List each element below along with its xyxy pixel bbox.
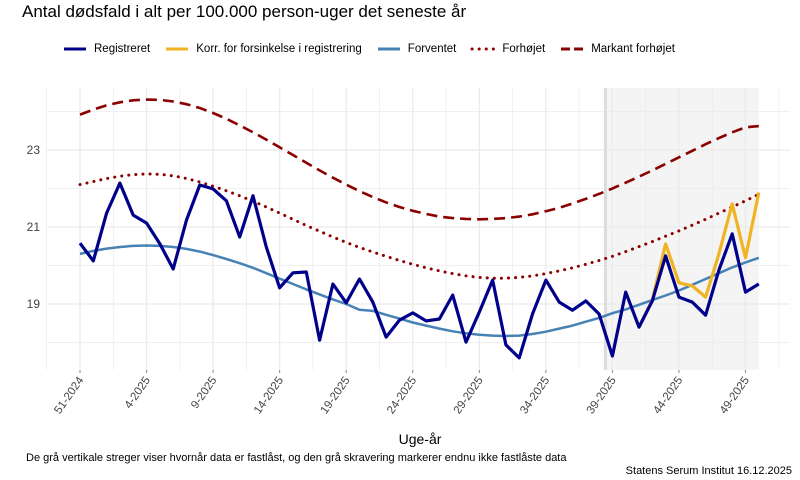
unlocked-shading bbox=[605, 88, 759, 370]
x-tick-label: 34-2025 bbox=[518, 375, 552, 416]
legend-label: Forventet bbox=[407, 43, 457, 55]
x-tick-label: 39-2025 bbox=[585, 375, 619, 416]
legend-key bbox=[64, 47, 86, 51]
legend-key bbox=[561, 47, 584, 51]
legend-item: Forventet bbox=[376, 43, 457, 55]
legend-item: Korr. for forsinkelse i registrering bbox=[164, 43, 362, 55]
legend: Registreret Korr. for forsinkelse i regis… bbox=[62, 43, 689, 55]
x-tick-label: 19-2025 bbox=[319, 375, 353, 416]
legend-label: Registreret bbox=[94, 43, 151, 55]
chart-title: Antal dødsfald i alt per 100.000 person-… bbox=[22, 2, 467, 21]
x-tick-label: 44-2025 bbox=[651, 375, 685, 416]
y-tick-label: 19 bbox=[27, 297, 41, 311]
series-line-forventet bbox=[79, 244, 760, 338]
x-tick-label: 4-2025 bbox=[123, 375, 153, 411]
y-tick-label: 23 bbox=[27, 143, 41, 157]
legend-label: Forhøjet bbox=[502, 43, 546, 55]
series-line-korr-for-forsinkelse-i-registrering bbox=[637, 192, 761, 328]
legend-label: Korr. for forsinkelse i registrering bbox=[196, 43, 362, 55]
y-tick-label: 21 bbox=[27, 220, 41, 234]
x-tick-label: 24-2025 bbox=[385, 375, 419, 416]
x-tick-label: 49-2025 bbox=[718, 375, 752, 416]
legend-item: Registreret bbox=[62, 43, 150, 55]
series-line-forhøjet bbox=[78, 172, 761, 280]
x-tick-label: 29-2025 bbox=[452, 375, 486, 416]
series-line-markant-forhøjet bbox=[79, 98, 759, 221]
x-tick-label: 14-2025 bbox=[252, 375, 286, 416]
x-tick-label: 9-2025 bbox=[189, 375, 219, 411]
series-line-registreret bbox=[78, 181, 760, 360]
legend-label: Markant forhøjet bbox=[591, 43, 675, 55]
footer-note: De grå vertikale streger viser hvornår d… bbox=[26, 452, 567, 464]
legend-key bbox=[377, 47, 400, 51]
legend-item: Markant forhøjet bbox=[559, 43, 675, 55]
legend-item: Forhøjet bbox=[470, 43, 545, 55]
x-axis-label: Uge-år bbox=[398, 431, 442, 447]
legend-key bbox=[166, 47, 189, 51]
x-tick-label: 51-2024 bbox=[52, 374, 86, 416]
source-credit: Statens Serum Institut 16.12.2025 bbox=[625, 465, 792, 477]
